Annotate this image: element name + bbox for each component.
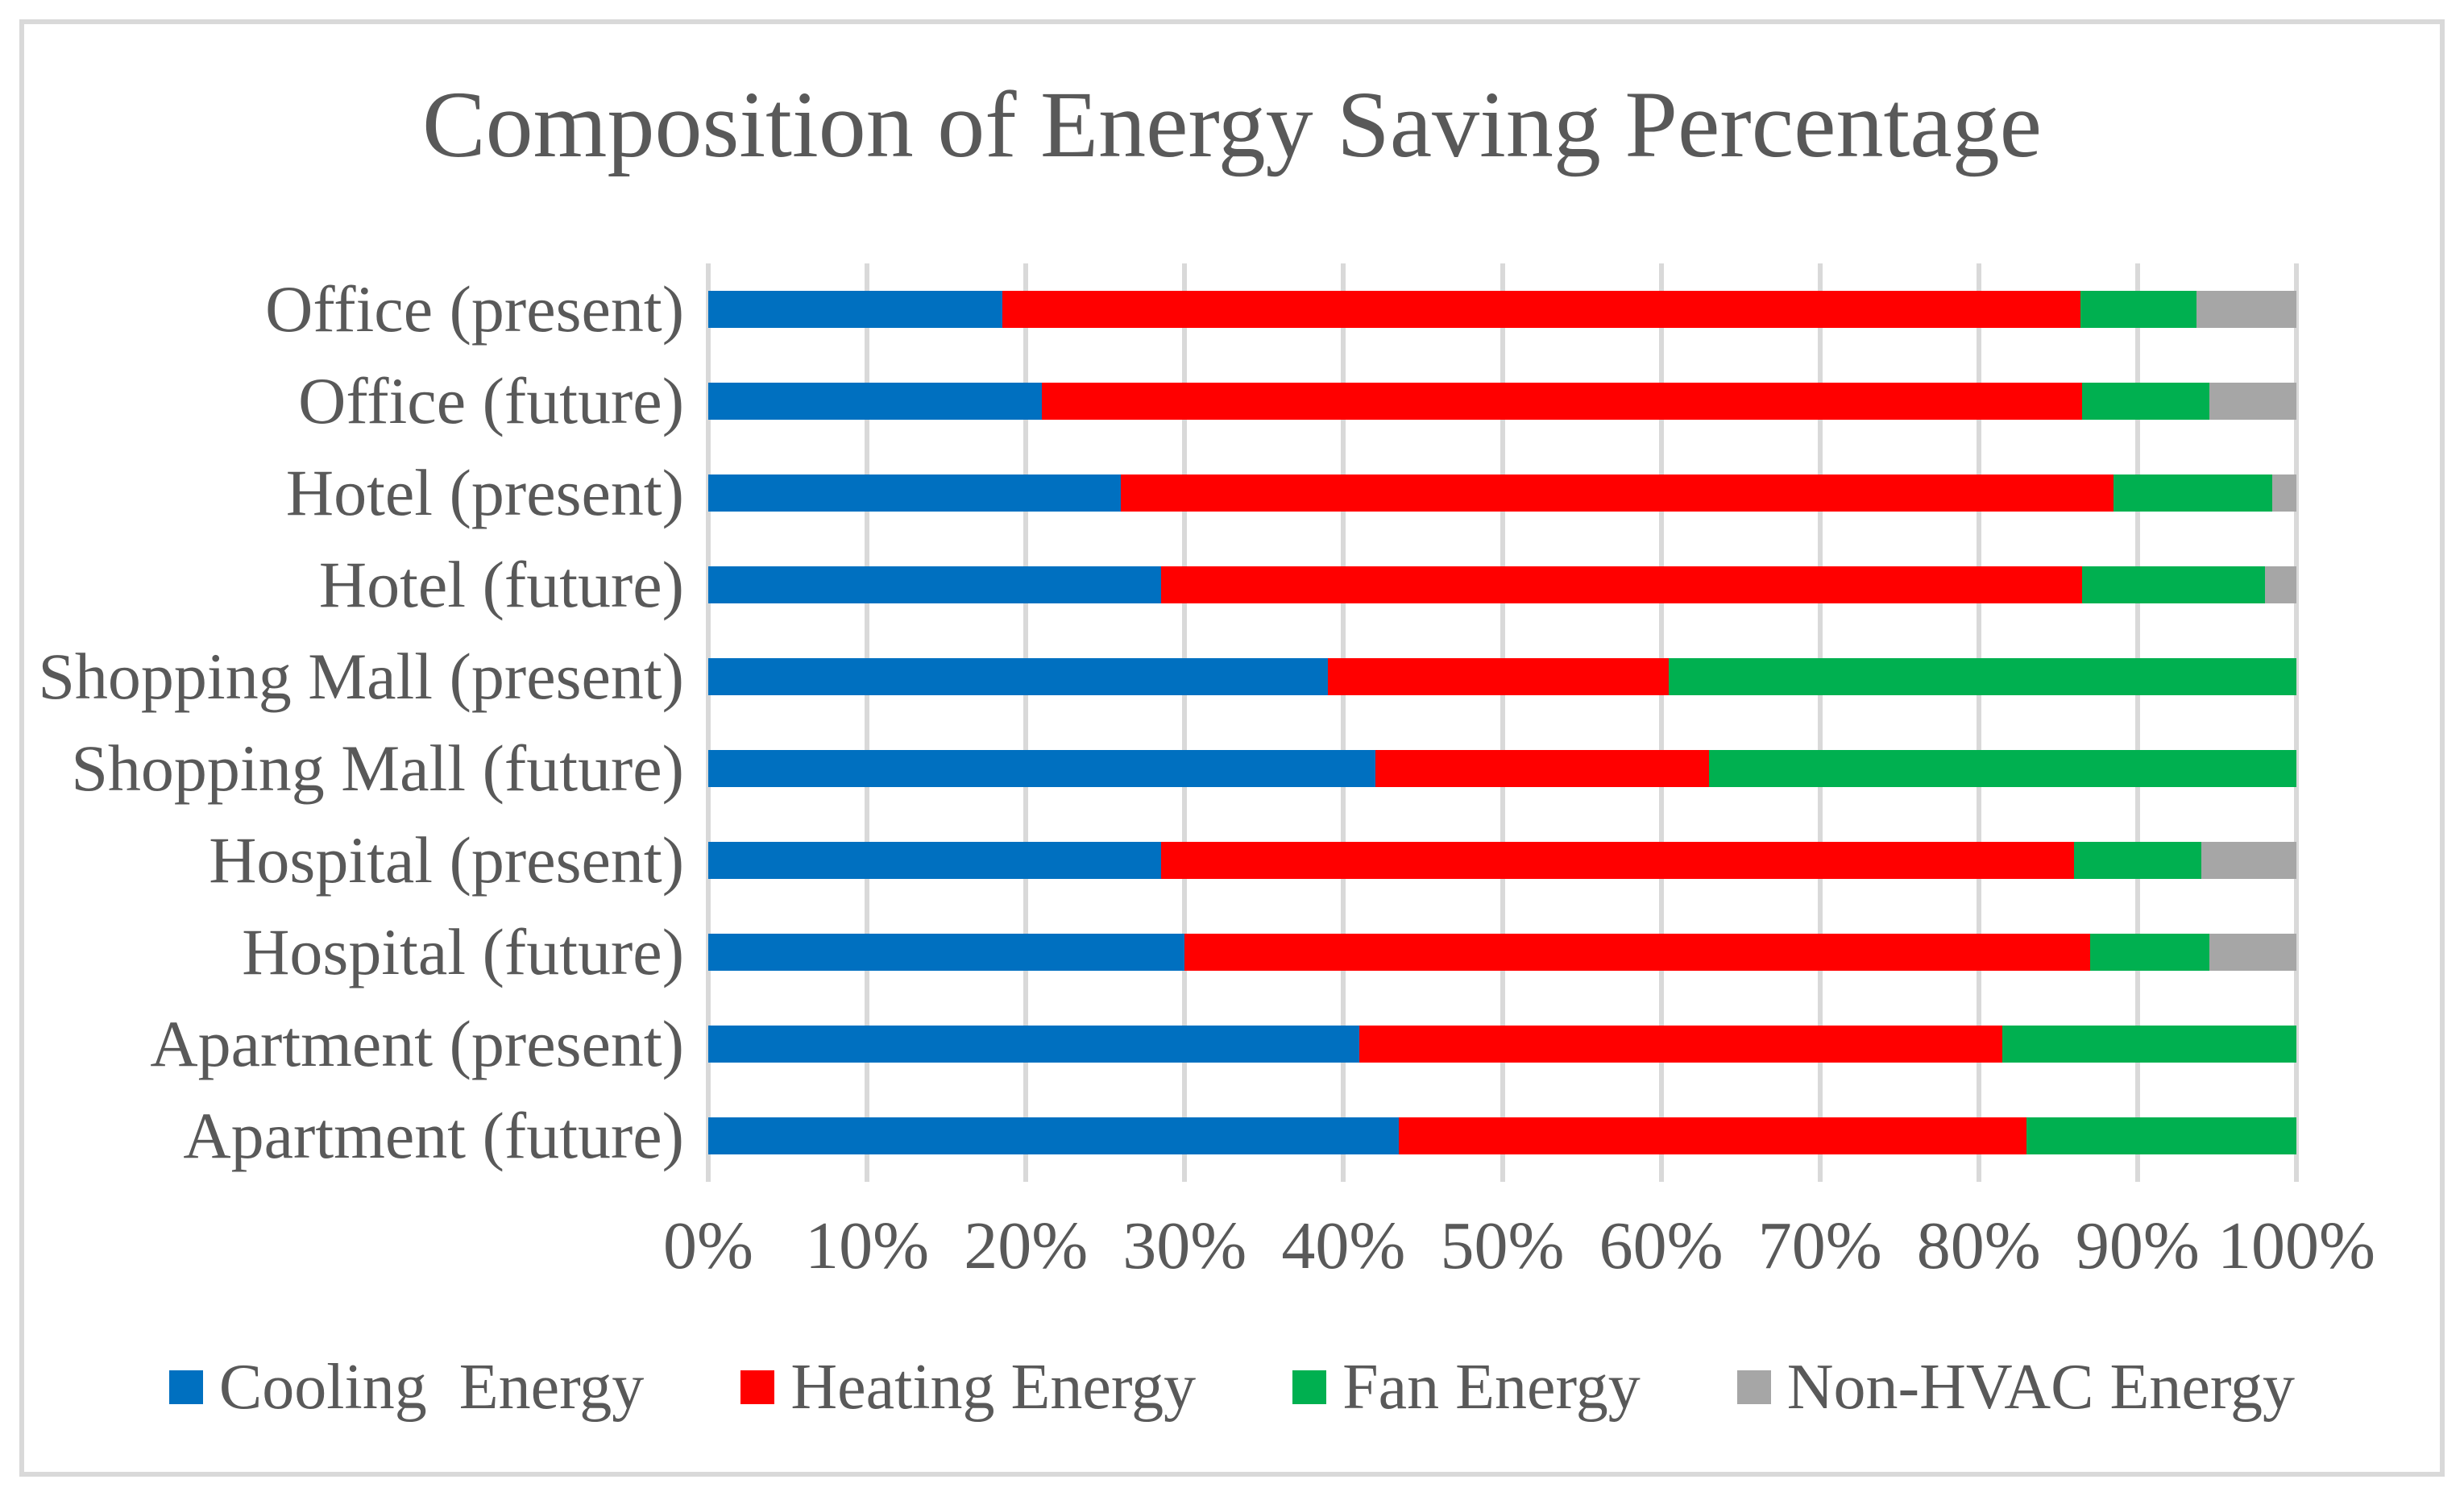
bar-segment-heating-energy <box>1375 750 1709 787</box>
category-label: Hotel (future) <box>318 548 684 621</box>
x-tick-label: 50% <box>1440 1208 1565 1283</box>
bar-segment-heating-energy <box>1399 1117 2026 1154</box>
category-label: Hospital (present) <box>209 823 684 897</box>
x-tick-label: 10% <box>805 1208 930 1283</box>
bar-segment-non-hvac-energy <box>2272 474 2296 512</box>
gridline-20% <box>1023 263 1029 1182</box>
category-label: Office (present) <box>265 272 684 346</box>
bar-segment-fan-energy <box>2026 1117 2296 1154</box>
x-tick-label: 90% <box>2075 1208 2200 1283</box>
bar-segment-heating-energy <box>1002 291 2080 328</box>
gridline-90% <box>2134 263 2140 1182</box>
bar-segment-heating-energy <box>1160 566 2082 603</box>
legend-marker-icon <box>740 1370 775 1404</box>
bar-segment-fan-energy <box>1708 750 2296 787</box>
bar-row <box>708 474 2296 512</box>
gridline-40% <box>1341 263 1346 1182</box>
bar-segment-heating-energy <box>1121 474 2114 512</box>
legend-label: Non-HVAC Energy <box>1786 1351 2296 1423</box>
x-tick-label: 60% <box>1599 1208 1724 1283</box>
bar-segment-fan-energy <box>2074 842 2201 879</box>
legend-item-non-hvac-energy: Non-HVAC Energy <box>1736 1351 2296 1424</box>
category-label: Shopping Mall (future) <box>71 731 684 805</box>
bar-segment-cooling-energy <box>708 934 1185 971</box>
gridline-30% <box>1182 263 1188 1182</box>
legend-label: Cooling Energy <box>218 1351 645 1423</box>
bar-segment-heating-energy <box>1359 1026 2003 1063</box>
bar-segment-cooling-energy <box>708 566 1161 603</box>
bar-row <box>708 1117 2296 1154</box>
bar-segment-fan-energy <box>1669 658 2296 695</box>
legend-marker-icon <box>1292 1370 1327 1404</box>
legend-marker-icon <box>1736 1370 1771 1404</box>
bar-segment-non-hvac-energy <box>2264 566 2296 603</box>
bar-segment-non-hvac-energy <box>2196 291 2296 328</box>
bar-row <box>708 658 2296 695</box>
bar-segment-fan-energy <box>2113 474 2273 512</box>
chart-title: Composition of Energy Saving Percentage <box>421 72 2043 177</box>
legend-label: Fan Energy <box>1342 1351 1641 1423</box>
bar-segment-non-hvac-energy <box>2209 383 2296 420</box>
x-tick-label: 0% <box>663 1208 753 1283</box>
x-tick-label: 40% <box>1281 1208 1406 1283</box>
bar-segment-heating-energy <box>1160 842 2075 879</box>
bar-segment-non-hvac-energy <box>2209 934 2296 971</box>
category-label: Hospital (future) <box>242 915 684 988</box>
bar-segment-cooling-energy <box>708 383 1042 420</box>
bar-row <box>708 383 2296 420</box>
category-label: Apartment (future) <box>183 1099 684 1172</box>
bar-segment-heating-energy <box>1041 383 2082 420</box>
bar-segment-fan-energy <box>2089 934 2209 971</box>
legend-item-cooling-energy: Cooling Energy <box>168 1351 645 1424</box>
bar-row <box>708 842 2296 879</box>
gridline-60% <box>1658 263 1664 1182</box>
bar-row <box>708 566 2296 603</box>
gridline-100% <box>2294 263 2299 1182</box>
gridline-70% <box>1817 263 1823 1182</box>
bar-segment-cooling-energy <box>708 291 1002 328</box>
bar-segment-cooling-energy <box>708 1117 1400 1154</box>
x-tick-label: 100% <box>2217 1208 2375 1283</box>
bar-row <box>708 1026 2296 1063</box>
bar-row <box>708 750 2296 787</box>
bar-row <box>708 934 2296 971</box>
category-label: Office (future) <box>298 364 684 437</box>
bar-segment-fan-energy <box>2081 566 2265 603</box>
category-label: Apartment (present) <box>150 1007 684 1080</box>
bar-segment-cooling-energy <box>708 1026 1360 1063</box>
bar-segment-fan-energy <box>2081 383 2209 420</box>
bar-segment-cooling-energy <box>708 658 1328 695</box>
bar-segment-non-hvac-energy <box>2201 842 2296 879</box>
bar-segment-cooling-energy <box>708 474 1122 512</box>
x-tick-label: 70% <box>1757 1208 1882 1283</box>
bar-segment-heating-energy <box>1184 934 2090 971</box>
x-tick-label: 30% <box>1122 1208 1247 1283</box>
x-tick-label: 80% <box>1916 1208 2041 1283</box>
gridline-0% <box>706 263 711 1182</box>
chart-legend: Cooling Energy Heating Energy Fan Energy No… <box>0 1347 2464 1428</box>
legend-item-fan-energy: Fan Energy <box>1292 1351 1641 1424</box>
gridline-50% <box>1500 263 1505 1182</box>
legend-item-heating-energy: Heating Energy <box>740 1351 1196 1424</box>
bar-segment-fan-energy <box>2002 1026 2296 1063</box>
bar-segment-fan-energy <box>2080 291 2196 328</box>
legend-label: Heating Energy <box>790 1351 1197 1423</box>
category-label: Shopping Mall (present) <box>38 640 684 713</box>
bar-segment-cooling-energy <box>708 842 1161 879</box>
bar-segment-heating-energy <box>1327 658 1670 695</box>
bar-segment-cooling-energy <box>708 750 1375 787</box>
x-tick-label: 20% <box>964 1208 1089 1283</box>
bar-row <box>708 291 2296 328</box>
gridline-80% <box>1976 263 1981 1182</box>
gridline-10% <box>865 263 870 1182</box>
legend-marker-icon <box>168 1370 203 1404</box>
category-label: Hotel (present) <box>285 456 684 529</box>
